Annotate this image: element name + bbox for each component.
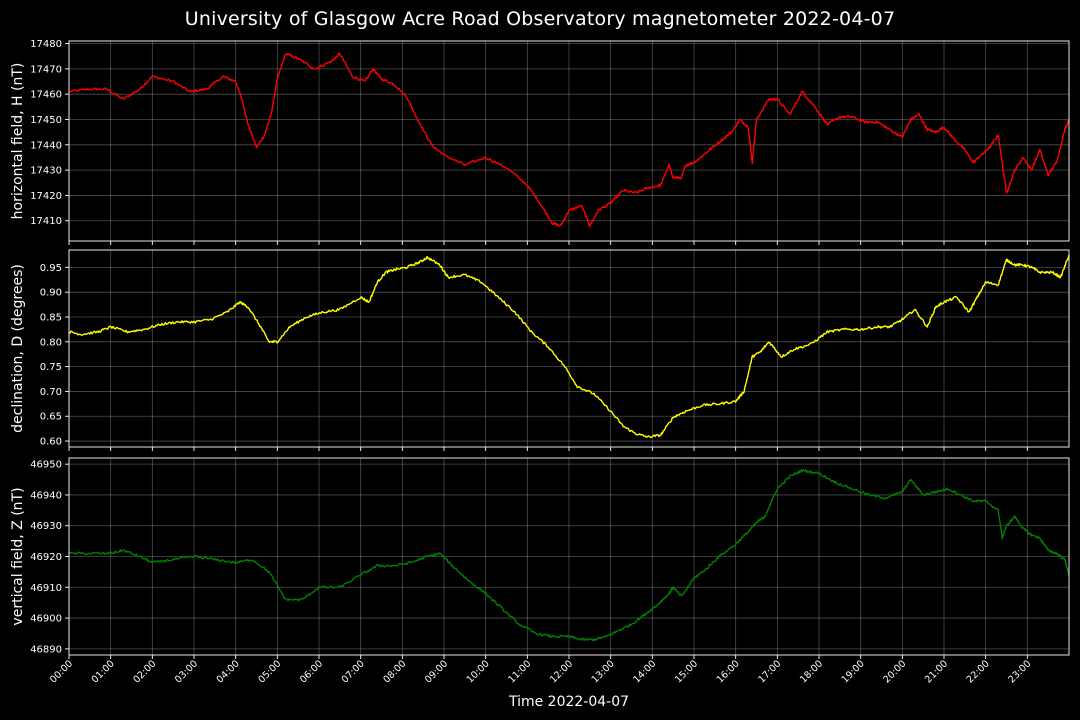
x-tick-label: 16:00: [715, 658, 742, 685]
x-tick-label: 12:00: [548, 658, 575, 685]
y-tick-label: 0.90: [40, 288, 62, 299]
x-tick-label: 07:00: [340, 658, 367, 685]
y-tick-label: 17470: [30, 64, 62, 75]
x-tick-label: 02:00: [131, 658, 158, 685]
y-tick-label: 0.95: [40, 263, 62, 274]
x-tick-label: 03:00: [173, 658, 200, 685]
x-tick-label: 19:00: [840, 658, 867, 685]
x-tick-label: 09:00: [423, 658, 450, 685]
y-tick-label: 17440: [30, 140, 62, 151]
x-tick-label: 14:00: [631, 658, 658, 685]
y-tick-label: 17450: [30, 115, 62, 126]
y-tick-label: 0.70: [40, 387, 62, 398]
y-tick-label: 46910: [30, 583, 62, 594]
series-line: [68, 469, 1070, 642]
x-tick-label: 22:00: [965, 658, 992, 685]
y-tick-label: 0.80: [40, 337, 62, 348]
x-axis-label: Time 2022-04-07: [508, 694, 629, 710]
y-tick-label: 17420: [30, 191, 62, 202]
y-tick-label: 0.75: [40, 362, 62, 373]
x-tick-label: 05:00: [256, 658, 283, 685]
y-tick-label: 17410: [30, 216, 62, 227]
series-line: [68, 52, 1070, 228]
x-tick-label: 18:00: [798, 658, 825, 685]
x-tick-label: 10:00: [465, 658, 492, 685]
x-tick-label: 08:00: [381, 658, 408, 685]
y-tick-label: 0.85: [40, 312, 62, 323]
x-tick-label: 11:00: [506, 658, 533, 685]
x-tick-label: 13:00: [590, 658, 617, 685]
x-tick-label: 17:00: [756, 658, 783, 685]
y-tick-label: 0.60: [40, 437, 62, 448]
x-tick-label: 06:00: [298, 658, 325, 685]
y-tick-label: 46930: [30, 521, 62, 532]
y-tick-label: 46890: [30, 644, 62, 655]
y-tick-label: 46940: [30, 490, 62, 501]
y-tick-label: 17480: [30, 39, 62, 50]
x-tick-label: 00:00: [48, 658, 75, 685]
series-line: [68, 254, 1070, 439]
y-tick-label: 17430: [30, 166, 62, 177]
x-tick-label: 01:00: [90, 658, 117, 685]
y-tick-label: 0.65: [40, 412, 62, 423]
chart-title: University of Glasgow Acre Road Observat…: [184, 8, 896, 30]
y-tick-label: 46950: [30, 460, 62, 471]
x-tick-label: 15:00: [673, 658, 700, 685]
x-tick-label: 21:00: [923, 658, 950, 685]
x-tick-label: 23:00: [1006, 658, 1033, 685]
y-axis-label: declination, D (degrees): [10, 264, 26, 433]
y-axis-label: vertical field, Z (nT): [10, 487, 26, 625]
y-axis-label: horizontal field, H (nT): [10, 63, 26, 220]
x-tick-label: 20:00: [881, 658, 908, 685]
y-tick-label: 17460: [30, 90, 62, 101]
x-tick-label: 04:00: [215, 658, 242, 685]
y-tick-label: 46900: [30, 614, 62, 625]
y-tick-label: 46920: [30, 552, 62, 563]
